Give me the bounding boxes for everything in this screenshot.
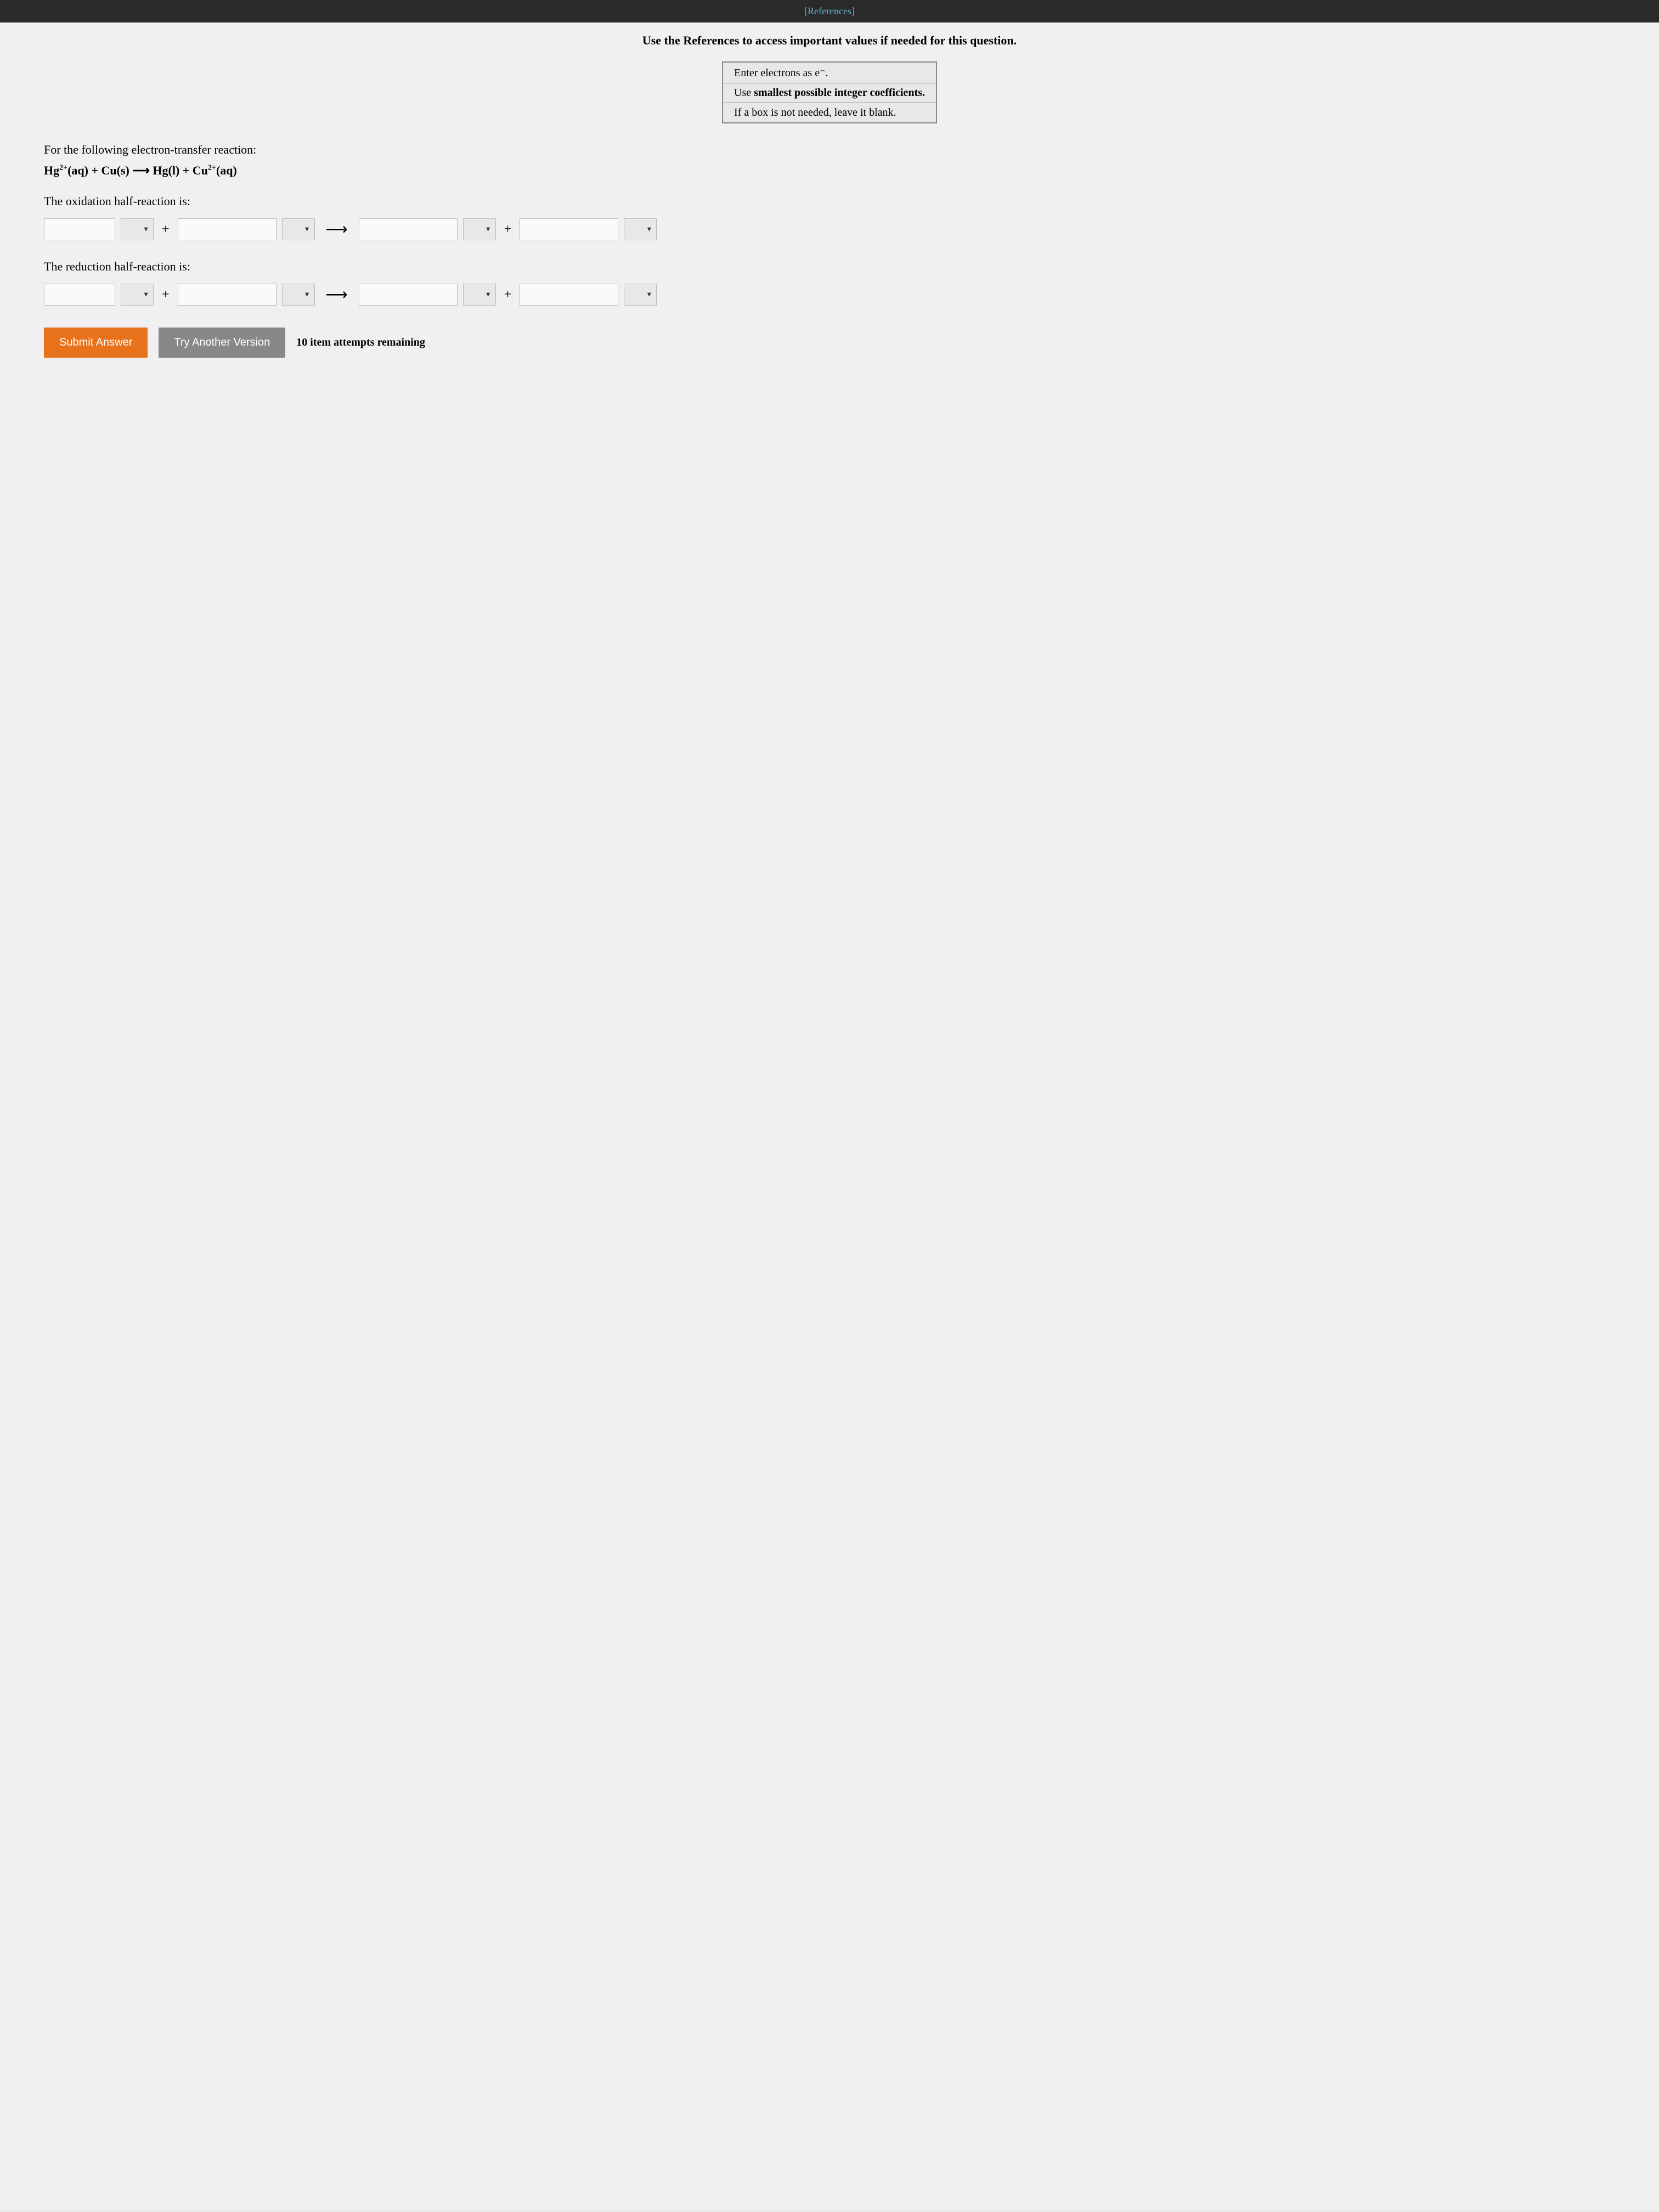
instruction-row-2: Use smallest possible integer coefficien… <box>723 83 936 103</box>
red-reactant1-coeff-input[interactable] <box>44 284 115 306</box>
ox-product2-select-wrapper <box>624 218 657 240</box>
red-reactant2-select-wrapper <box>282 284 315 306</box>
red-product1-species-input[interactable] <box>359 284 458 306</box>
oxidation-reaction-row: + ⟶ + <box>44 218 1615 240</box>
equation: Hg2+(aq) + Cu(s) ⟶ Hg(l) + Cu2+(aq) <box>44 163 1615 178</box>
button-row: Submit Answer Try Another Version 10 ite… <box>44 328 1615 358</box>
red-product1-state-select[interactable] <box>463 284 496 306</box>
ox-product1-species-input[interactable] <box>359 218 458 240</box>
ox-product2-species-input[interactable] <box>520 218 618 240</box>
red-product2-state-select[interactable] <box>624 284 657 306</box>
instruction-row-3: If a box is not needed, leave it blank. <box>723 103 936 122</box>
ox-reactant1-coeff-input[interactable] <box>44 218 115 240</box>
ox-reactant2-state-select[interactable] <box>282 218 315 240</box>
main-instruction: Use the References to access important v… <box>44 33 1615 48</box>
instruction-row-1: Enter electrons as e⁻. <box>723 63 936 83</box>
question-intro: For the following electron-transfer reac… <box>44 143 1615 157</box>
instruction-box: Enter electrons as e⁻. Use smallest poss… <box>722 61 937 123</box>
ox-reactant2-species-input[interactable] <box>178 218 276 240</box>
arrow-sign: ⟶ <box>320 220 353 239</box>
red-product2-species-input[interactable] <box>520 284 618 306</box>
red-reactant1-species-select[interactable] <box>121 284 154 306</box>
plus-sign: + <box>159 287 172 302</box>
ox-reactant1-select-wrapper <box>121 218 154 240</box>
red-product1-select-wrapper <box>463 284 496 306</box>
plus-sign: + <box>501 287 515 302</box>
ox-product1-select-wrapper <box>463 218 496 240</box>
plus-sign: + <box>159 222 172 237</box>
red-reactant1-select-wrapper <box>121 284 154 306</box>
red-reactant2-state-select[interactable] <box>282 284 315 306</box>
try-another-button[interactable]: Try Another Version <box>159 328 285 358</box>
ox-product1-state-select[interactable] <box>463 218 496 240</box>
plus-sign: + <box>501 222 515 237</box>
reduction-reaction-row: + ⟶ + <box>44 284 1615 306</box>
content-area: Use the References to access important v… <box>0 22 1659 2210</box>
ox-reactant1-species-select[interactable] <box>121 218 154 240</box>
references-link[interactable]: [References] <box>804 5 855 16</box>
attempts-remaining: 10 item attempts remaining <box>296 336 425 349</box>
ox-reactant2-select-wrapper <box>282 218 315 240</box>
oxidation-label: The oxidation half-reaction is: <box>44 194 1615 208</box>
header-bar: [References] <box>0 0 1659 22</box>
reduction-label: The reduction half-reaction is: <box>44 259 1615 274</box>
red-reactant2-species-input[interactable] <box>178 284 276 306</box>
submit-button[interactable]: Submit Answer <box>44 328 148 358</box>
ox-product2-state-select[interactable] <box>624 218 657 240</box>
red-product2-select-wrapper <box>624 284 657 306</box>
arrow-sign: ⟶ <box>320 285 353 304</box>
